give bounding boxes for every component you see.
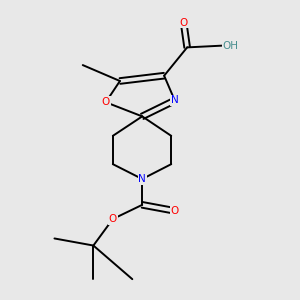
- Text: O: O: [102, 97, 110, 107]
- Text: N: N: [138, 174, 146, 184]
- Text: OH: OH: [223, 40, 238, 51]
- Text: O: O: [109, 214, 117, 224]
- Text: N: N: [171, 95, 178, 106]
- Text: O: O: [171, 206, 179, 216]
- Text: O: O: [179, 18, 188, 28]
